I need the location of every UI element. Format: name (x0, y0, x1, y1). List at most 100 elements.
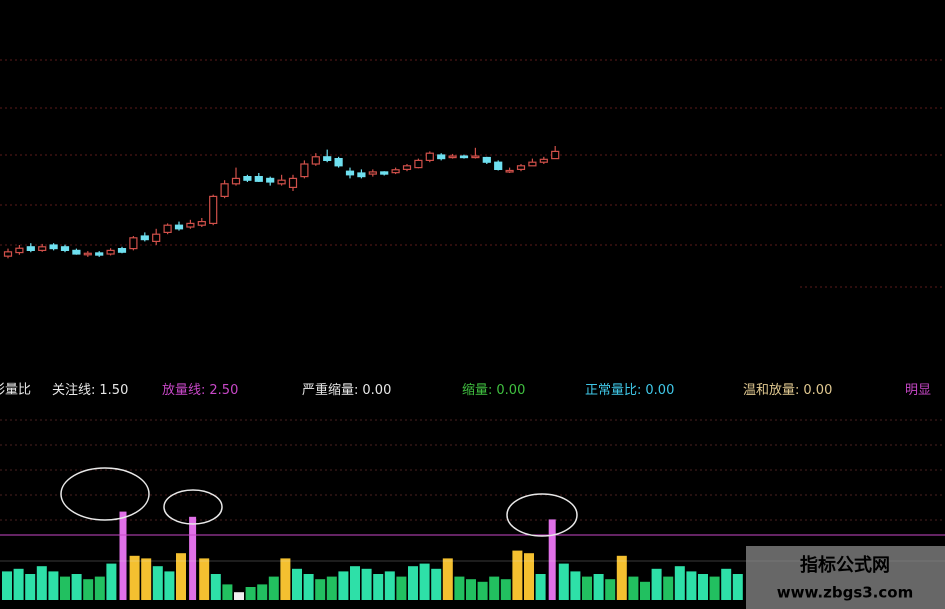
volume-bar (535, 574, 546, 600)
volume-bar (500, 579, 511, 600)
candle-body (482, 156, 491, 163)
volume-bar (605, 579, 616, 600)
volume-bar (686, 571, 697, 600)
candle-body (72, 249, 81, 255)
indicator-entry: 关注线: 1.50 (52, 383, 128, 398)
indicator-name: 严重缩量: (302, 382, 358, 398)
volume-bar (129, 555, 140, 600)
indicator-entry: 放量线: 2.50 (162, 383, 238, 398)
volume-bar (674, 566, 685, 600)
volume-bar (489, 576, 500, 600)
candle-body (505, 169, 514, 173)
indicator-name: 缩量: (462, 382, 492, 398)
volume-bar (338, 571, 349, 600)
volume-bar (292, 568, 302, 600)
annotations (60, 467, 578, 537)
candle-body (209, 195, 218, 224)
volume-bar (512, 550, 523, 600)
watermark-url: www.zbgs3.com (777, 584, 913, 602)
candle-body (494, 161, 503, 170)
volume-bar (119, 511, 127, 600)
candle-body (3, 251, 13, 257)
candle-body (266, 177, 275, 183)
volume-bar (419, 563, 430, 600)
volume-bar (176, 553, 186, 600)
indicator-value: 0.00 (803, 383, 832, 398)
candle-body (231, 177, 241, 185)
candle-body (186, 222, 195, 228)
indicator-name: 明显 (905, 383, 931, 398)
volume-bar (477, 581, 488, 600)
candle-body (49, 244, 58, 250)
volume-bar (106, 563, 117, 600)
candle-body (163, 224, 172, 233)
volume-bar (48, 571, 59, 600)
volume-bar (384, 571, 395, 600)
price-grid (0, 59, 945, 288)
candle-body (288, 177, 298, 188)
volume-bar (732, 574, 743, 600)
volume-bar (222, 584, 233, 600)
candle-body (471, 155, 480, 159)
candle-body (174, 224, 184, 230)
volume-bar (13, 568, 24, 600)
candle-body (357, 172, 366, 178)
indicator-entry: 正常量比: 0.00 (585, 383, 674, 398)
candle-body (516, 165, 526, 171)
volume-bar (442, 558, 453, 600)
volume-bar (315, 579, 326, 600)
volume-bar (373, 574, 384, 600)
candle-body (26, 246, 35, 252)
indicator-entry: 温和放量: 0.00 (743, 383, 832, 398)
volume-bar (466, 579, 476, 600)
candle-body (38, 246, 47, 252)
volume-bar (721, 568, 732, 600)
volume-bar (257, 584, 268, 600)
volume-bar (548, 519, 556, 600)
volume-bar (326, 576, 337, 600)
volume-bar (454, 576, 465, 600)
volume-bar (651, 568, 662, 600)
candle-body (243, 176, 252, 181)
volume-bar (558, 563, 569, 600)
indicator-value: 0.00 (496, 383, 525, 398)
volume-bar (640, 581, 650, 600)
volume-bar (210, 574, 221, 600)
volume-bar (152, 566, 163, 600)
candle-body (117, 248, 127, 253)
volume-bar (431, 568, 442, 600)
volume-bar (268, 576, 279, 600)
volume-bar (141, 558, 152, 600)
candle-body (106, 249, 115, 255)
volume-bar (83, 579, 94, 600)
candle-body (539, 158, 548, 163)
volume-panel (0, 511, 945, 600)
volume-bar (189, 516, 197, 600)
candle-body (300, 163, 309, 178)
volume-bar (361, 568, 372, 600)
candle-body (323, 156, 332, 162)
indicator-value: 0.00 (362, 383, 391, 398)
volume-bar (25, 574, 36, 600)
indicator-value: 0.00 (645, 383, 674, 398)
candle-body (334, 158, 343, 167)
volume-bar (524, 553, 534, 600)
indicator-title: 彩量比 (0, 383, 31, 398)
indicator-value: 1.50 (99, 383, 128, 398)
volume-bar (396, 576, 407, 600)
indicator-name: 正常量比: (585, 383, 641, 398)
candle-body (380, 171, 389, 175)
candle-body (220, 183, 229, 198)
volume-bar (663, 576, 674, 600)
candle-body (459, 155, 469, 159)
candle-body (129, 237, 138, 250)
candle-body (425, 152, 434, 161)
candle-body (402, 165, 412, 171)
indicator-name: 放量线: (162, 383, 205, 398)
candles (3, 146, 560, 259)
candle-body (551, 150, 560, 160)
volume-bar (245, 587, 256, 600)
candle-body (528, 161, 537, 167)
volume-bar (280, 558, 291, 600)
volume-bar (709, 576, 720, 600)
